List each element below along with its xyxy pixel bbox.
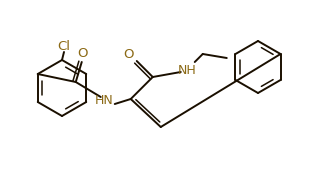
Text: Cl: Cl [57, 40, 70, 53]
Text: O: O [124, 48, 134, 60]
Text: O: O [78, 46, 88, 60]
Text: NH: NH [177, 63, 196, 77]
Text: HN: HN [94, 93, 113, 107]
